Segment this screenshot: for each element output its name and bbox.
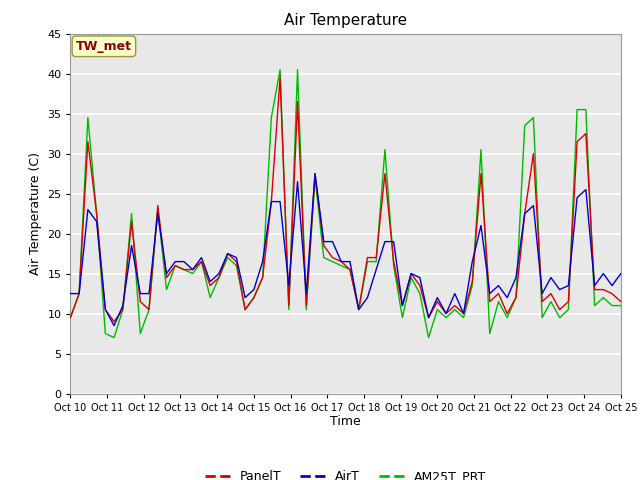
Legend: PanelT, AirT, AM25T_PRT: PanelT, AirT, AM25T_PRT: [200, 465, 492, 480]
Text: TW_met: TW_met: [76, 40, 132, 53]
Y-axis label: Air Temperature (C): Air Temperature (C): [29, 152, 42, 275]
X-axis label: Time: Time: [330, 415, 361, 429]
Title: Air Temperature: Air Temperature: [284, 13, 407, 28]
